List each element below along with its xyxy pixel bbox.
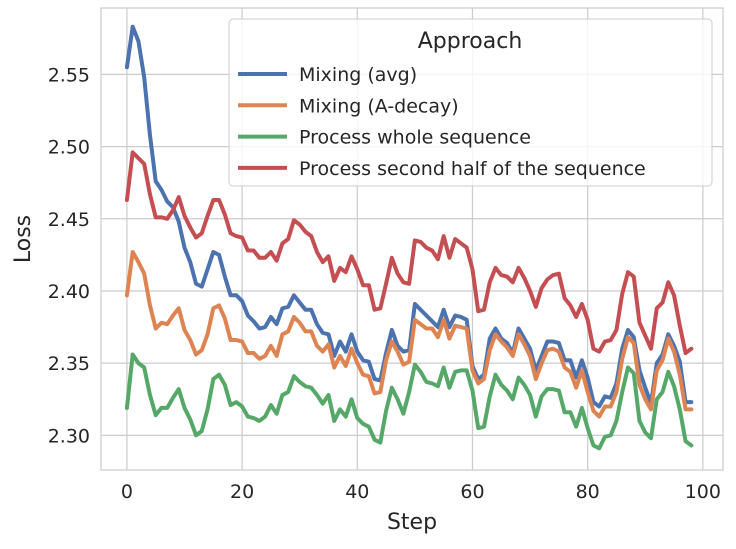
y-tick-label: 2.40 [48,281,90,303]
y-tick-label: 2.30 [48,425,90,447]
x-tick-label: 20 [230,481,254,503]
x-tick-label: 0 [121,481,133,503]
y-axis-label: Loss [11,215,36,263]
legend-label-1: Mixing (avg) [299,64,417,86]
x-tick-label: 60 [460,481,484,503]
y-tick-label: 2.55 [48,64,90,86]
legend-label-4: Process second half of the sequence [299,158,646,180]
legend-entries: Mixing (avg) Mixing (A-decay) Process whol… [238,64,646,180]
legend-label-2: Mixing (A-decay) [299,95,459,117]
x-axis-label: Step [387,510,437,535]
y-tick-label: 2.35 [48,353,90,375]
tick-labels: 0 20 40 60 80 100 2.30 2.35 2.40 2.45 2.50 2.55 [48,64,721,503]
series-line-4 [124,150,694,356]
x-tick-label: 40 [345,481,369,503]
series-line-2 [124,249,694,419]
y-tick-label: 2.45 [48,209,90,231]
legend-label-3: Process whole sequence [299,127,531,149]
x-tick-label: 100 [685,481,721,503]
x-tick-label: 80 [576,481,600,503]
legend-box [228,18,713,187]
legend: Approach Mixing (avg) Mixing (A-decay) Pro… [228,18,713,187]
series-line-3 [124,352,694,451]
y-tick-label: 2.50 [48,137,90,159]
series-layer [124,24,694,451]
legend-title: Approach [418,29,523,54]
